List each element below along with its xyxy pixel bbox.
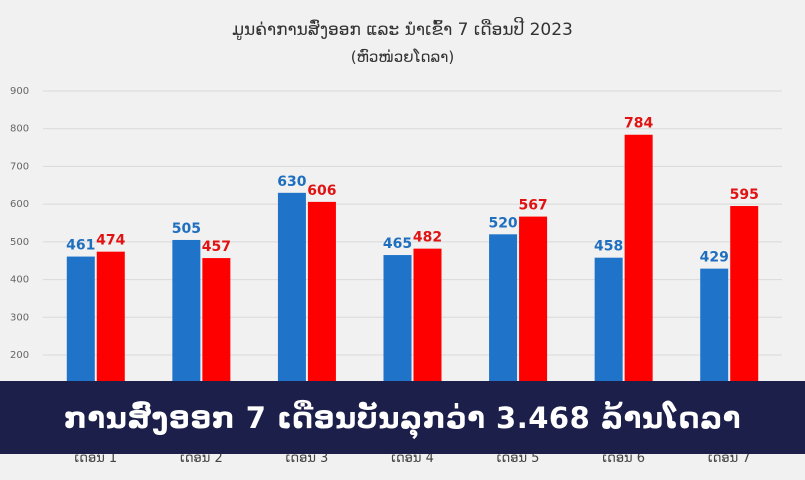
chart-title: ມູນຄ່າການສົ່ງອອກ ແລະ ນຳເຂົ້າ 7 ເດືອນປີ 2…: [232, 20, 573, 40]
gridlines: [43, 90, 782, 356]
y-tick-label: 800: [10, 124, 29, 135]
data-label: 567: [518, 198, 547, 214]
banner-text: ການສົ່ງອອກ 7 ເດືອນບັນລຸກວ່າ 3.468 ລ້ານໂດ…: [64, 400, 741, 435]
data-label: 482: [413, 230, 442, 246]
data-label: 429: [700, 250, 729, 266]
data-label: 457: [202, 239, 231, 255]
chart-subtitle: (ຫົວໜ່ວຍໂດລາ): [350, 48, 455, 66]
y-axis-ticks: 200 300 400 500 600 700 800 900: [10, 86, 29, 361]
data-label: 784: [624, 116, 653, 132]
y-tick-label: 600: [10, 199, 29, 210]
data-label: 458: [594, 239, 623, 255]
y-tick-label: 500: [10, 237, 29, 248]
data-label: 505: [172, 221, 201, 237]
y-tick-label: 200: [10, 350, 29, 361]
data-label: 474: [96, 233, 125, 249]
y-tick-label: 400: [10, 275, 29, 286]
y-tick-label: 700: [10, 161, 29, 172]
data-label: 606: [307, 183, 336, 199]
y-tick-label: 900: [10, 86, 29, 97]
data-label: 461: [66, 238, 95, 254]
data-label: 465: [383, 236, 412, 252]
data-label: 520: [488, 215, 517, 231]
y-tick-label: 300: [10, 312, 29, 323]
headline-banner: ການສົ່ງອອກ 7 ເດືອນບັນລຸກວ່າ 3.468 ລ້ານໂດ…: [0, 381, 805, 454]
data-label: 630: [277, 174, 306, 190]
data-label: 595: [730, 187, 759, 203]
